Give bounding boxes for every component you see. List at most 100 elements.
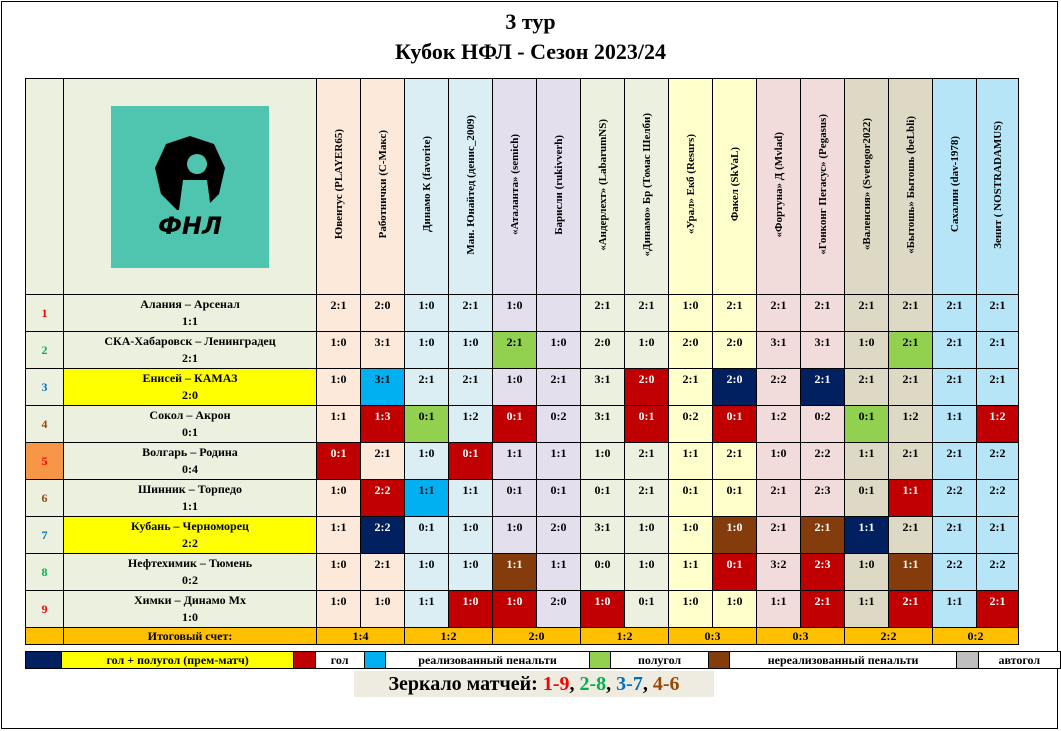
match-cell: СКА-Хабаровск – Ленинградец 2:1 [63, 331, 317, 369]
column-header: «Аталанта» (semich) [492, 78, 537, 295]
legend-swatch [24, 651, 63, 669]
prediction-cell: 1:2 [756, 405, 801, 443]
mirror-matches: Зеркало матчей: 1-9, 2-8, 3-7, 4-6 [354, 671, 714, 697]
team-total: 2:0 [492, 627, 581, 645]
prediction-cell: 1:2 [976, 405, 1019, 443]
column-label: «Андерлехт» (LabarumNS) [596, 118, 609, 251]
prediction-cell: 1:0 [668, 590, 713, 628]
legend-swatch [363, 651, 386, 669]
prediction-cell: 1:2 [888, 405, 933, 443]
prediction-cell: 1:3 [360, 405, 405, 443]
totals-empty [25, 627, 64, 645]
prediction-cell: 2:1 [448, 368, 493, 406]
prediction-cell: 1:0 [492, 516, 537, 554]
match-name: Сокол – Акрон [149, 408, 231, 422]
prediction-cell: 0:1 [580, 479, 625, 517]
match-name: Химки – Динамо Мх [133, 593, 246, 607]
prediction-cell: 2:1 [448, 294, 493, 332]
match-cell: Енисей – КАМАЗ 2:0 [63, 368, 317, 406]
prediction-cell: 0:1 [712, 405, 757, 443]
prediction-cell: 2:1 [932, 442, 977, 480]
prediction-cell: 3:1 [580, 368, 625, 406]
legend-label: нереализованный пенальти [728, 651, 958, 669]
prediction-cell: 1:1 [844, 590, 889, 628]
legend-swatch [293, 651, 316, 669]
prediction-cell: 1:0 [360, 590, 405, 628]
prediction-cell: 2:1 [800, 294, 845, 332]
prediction-cell: 2:1 [932, 294, 977, 332]
team-total: 0:3 [756, 627, 845, 645]
legend-label: полугол [610, 651, 709, 669]
prediction-cell: 1:0 [448, 590, 493, 628]
prediction-cell: 1:0 [712, 590, 757, 628]
column-header: Работнички (С-Макс) [360, 78, 405, 295]
prediction-cell: 0:2 [800, 405, 845, 443]
table-row: 2 СКА-Хабаровск – Ленинградец 2:1 1:0 3:1 1:0… [25, 331, 1019, 369]
match-cell: Химки – Динамо Мх 1:0 [63, 590, 317, 628]
prediction-cell: 2:1 [536, 368, 581, 406]
row-number: 9 [25, 590, 64, 628]
column-header: Динамо К (favorite) [404, 78, 449, 295]
match-result: 1:1 [182, 499, 198, 513]
prediction-cell: 2:1 [756, 294, 801, 332]
prediction-cell: 0:1 [712, 553, 757, 591]
match-result: 0:1 [182, 425, 198, 439]
column-header: «Бытошь» Бытошь (beLbli) [888, 78, 933, 295]
column-header: Барисли (rukivverh) [536, 78, 581, 295]
table-row: 5 Волгарь – Родина 0:4 0:1 2:1 1:0 0:1 1:1 1:1 1:… [25, 442, 1019, 480]
prediction-cell: 2:0 [536, 516, 581, 554]
team-total: 2:2 [844, 627, 933, 645]
prediction-cell: 2:0 [668, 331, 713, 369]
prediction-cell: 2:1 [888, 331, 933, 369]
prediction-cell: 2:1 [888, 442, 933, 480]
column-label: Барисли (rukivverh) [552, 134, 565, 235]
prediction-cell: 2:1 [360, 553, 405, 591]
team-total: 1:4 [316, 627, 405, 645]
prediction-cell: 2:1 [492, 331, 537, 369]
team-total: 0:2 [932, 627, 1019, 645]
prediction-cell: 1:0 [404, 331, 449, 369]
column-label: Сахалин (dav-1978) [948, 136, 961, 233]
prediction-cell: 2:0 [712, 368, 757, 406]
prediction-cell: 3:1 [800, 331, 845, 369]
column-header: «Гонконг Пегасус» (Pegasus) [800, 78, 845, 295]
fnl-logo-icon: ФНЛ [155, 135, 225, 240]
prediction-cell: 0:1 [316, 442, 361, 480]
prediction-cell: 0:1 [844, 405, 889, 443]
prediction-cell: 2:2 [932, 479, 977, 517]
prediction-cell [536, 294, 581, 332]
prediction-cell: 0:2 [536, 405, 581, 443]
column-label: «Урал» Екб (Resurs) [684, 134, 697, 235]
prediction-cell: 1:1 [844, 442, 889, 480]
table-row: 4 Сокол – Акрон 0:1 1:1 1:3 0:1 1:2 0:1 0:2 3:1 0:… [25, 405, 1019, 443]
team-total: 1:2 [580, 627, 669, 645]
prediction-cell: 1:0 [844, 331, 889, 369]
team-total: 1:2 [404, 627, 493, 645]
prediction-cell: 2:1 [932, 516, 977, 554]
mirror-pair: 1-9 [542, 673, 570, 695]
column-header: «Валенсия» (Svetogor2022) [844, 78, 889, 295]
prediction-cell: 0:1 [624, 405, 669, 443]
column-header: Ман. Юнайтед (денис_2009) [448, 78, 493, 295]
prediction-cell: 2:1 [404, 368, 449, 406]
prediction-cell: 2:1 [888, 294, 933, 332]
prediction-cell: 0:2 [668, 405, 713, 443]
column-label: Динамо К (favorite) [420, 136, 433, 233]
prediction-cell: 1:0 [316, 368, 361, 406]
prediction-cell: 1:1 [668, 442, 713, 480]
match-name: Нефтехимик – Тюмень [127, 556, 253, 570]
table-row: 7 Кубань – Черноморец 2:2 1:1 2:2 0:1 1:0 1:0 2:… [25, 516, 1019, 554]
totals-label: Итоговый счет: [63, 627, 317, 645]
prediction-cell: 1:1 [932, 590, 977, 628]
prediction-cell: 1:1 [448, 479, 493, 517]
legend: гол + полугол (прем-матч) гол реализованны… [24, 651, 1061, 669]
row-number: 3 [25, 368, 64, 406]
prediction-cell: 2:1 [844, 368, 889, 406]
column-label: «Аталанта» (semich) [508, 133, 521, 236]
prediction-cell: 2:1 [712, 294, 757, 332]
row-number: 2 [25, 331, 64, 369]
row-number: 6 [25, 479, 64, 517]
cup-title: Кубок НФЛ - Сезон 2023/24 [395, 39, 666, 64]
prediction-cell: 3:1 [756, 331, 801, 369]
prediction-cell: 2:0 [712, 331, 757, 369]
